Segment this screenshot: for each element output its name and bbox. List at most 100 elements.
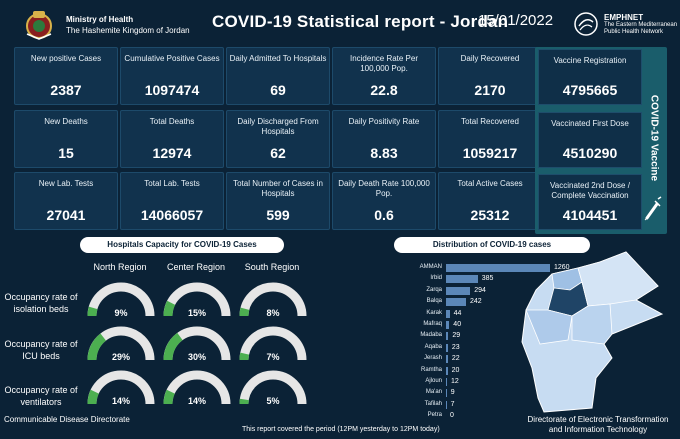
stat-label: Daily Positivity Rate — [348, 117, 420, 126]
bar — [446, 378, 447, 386]
stat-label: New Lab. Tests — [38, 179, 94, 188]
bar-value-label: 1260 — [554, 264, 570, 271]
bar — [446, 332, 449, 341]
gauge-svg — [87, 370, 155, 405]
bar-category-label: Balqa — [426, 298, 442, 305]
distribution-title: Distribution of COVID-19 cases — [394, 237, 590, 253]
bar-category-label: Ramtha — [420, 366, 442, 373]
emphnet-logo-icon — [574, 12, 598, 36]
stat-card-total-recovered: Total Recovered 1059217 — [438, 110, 542, 168]
gauge-percent: 8% — [266, 308, 280, 318]
stat-value: 1097474 — [144, 82, 200, 98]
bar-category-label: AMMAN — [419, 264, 442, 270]
gauge-icu-south: 7% — [238, 322, 308, 364]
jordan-map-icon — [521, 251, 664, 413]
vaccine-panel: Vaccine Registration 4795665 Vaccinated … — [535, 47, 667, 234]
bar — [446, 309, 450, 318]
gauge-percent: 29% — [111, 352, 130, 362]
gauge-ventilators-center: 14% — [162, 366, 232, 408]
bar-category-label: Madaba — [420, 332, 442, 339]
bar-value-label: 23 — [451, 343, 460, 351]
gauge-icu-north: 29% — [86, 322, 156, 364]
stat-value: 22.8 — [370, 82, 398, 98]
stat-value: 2387 — [50, 82, 82, 98]
bar-category-label: Ajloun — [425, 378, 442, 384]
page-title: COVID-19 Statistical report - Jordan — [212, 12, 509, 31]
gauge-track — [239, 282, 307, 317]
gauge-svg — [239, 282, 307, 317]
stat-label: Daily Death Rate 100,000 Pop. — [338, 179, 430, 198]
bar-row-ajloun: Ajloun 12 — [396, 377, 566, 388]
gauge-svg — [163, 370, 231, 405]
stat-value: 69 — [270, 82, 286, 98]
bar-row-maan: Ma'an 9 — [396, 388, 566, 399]
bar-value-label: 242 — [469, 298, 482, 306]
bar-row-mafraq: Mafraq 40 — [396, 320, 566, 331]
row-label-ventilators: Occupancy rate of ventilators — [4, 385, 78, 407]
stat-card-daily-recovered: Daily Recovered 2170 — [438, 47, 542, 105]
stat-card-active-cases: Total Active Cases 25312 — [438, 172, 542, 230]
vaccine-value: 4104451 — [562, 207, 618, 223]
footer-directorate-left: Communicable Disease Directorate — [4, 415, 130, 424]
footer-right-line1: Directorate of Electronic Transformation — [527, 415, 669, 424]
stat-card-daily-discharged: Daily Discharged From Hospitals 62 — [226, 110, 330, 168]
gauge-ventilators-south: 5% — [238, 366, 308, 408]
stat-label: New Deaths — [44, 117, 88, 126]
stat-value: 0.6 — [374, 207, 394, 223]
stat-card-total-deaths: Total Deaths 12974 — [120, 110, 224, 168]
bar-value-label: 0 — [450, 412, 454, 420]
stat-card-new-positive: New positive Cases 2387 — [14, 47, 118, 105]
gauge-fill — [87, 306, 98, 317]
bar-row-jerash: Jerash 22 — [396, 354, 566, 365]
stat-label: Total Number of Cases in Hospitals — [233, 179, 323, 198]
stat-value: 2170 — [474, 82, 506, 98]
gauge-svg — [87, 326, 155, 361]
bar — [446, 389, 447, 398]
bar-category-label: Zarqa — [426, 286, 442, 293]
gauge-track — [87, 282, 155, 317]
gauge-fill — [163, 389, 175, 405]
gauge-fill — [87, 389, 99, 405]
footer-period-note: This report covered the period (12PM yes… — [242, 426, 440, 433]
emphnet-text: EMPHNET The Eastern Mediterranean Public… — [604, 13, 677, 36]
bar-row-karak: Karak 44 — [396, 309, 566, 320]
stat-card-total-lab-tests: Total Lab. Tests 14066057 — [120, 172, 224, 230]
ministry-line1: Ministry of Health — [66, 15, 134, 24]
gauge-percent: 14% — [111, 396, 130, 406]
stat-value: 599 — [266, 207, 290, 223]
stat-card-death-rate: Daily Death Rate 100,000 Pop. 0.6 — [332, 172, 436, 230]
stat-value: 1059217 — [462, 145, 518, 161]
bar-row-madaba: Madaba 29 — [396, 331, 566, 342]
emphnet-line2: Public Health Network — [604, 29, 664, 35]
gauge-icu-center: 30% — [162, 322, 232, 364]
vaccine-value: 4795665 — [562, 82, 618, 98]
report-date: 15/01/2022 — [478, 12, 554, 29]
gauge-percent: 30% — [187, 352, 206, 362]
bar — [446, 321, 450, 329]
bar-value-label: 20 — [451, 366, 460, 374]
ministry-name: Ministry of Health The Hashemite Kingdom… — [66, 14, 190, 36]
report-header: Ministry of Health The Hashemite Kingdom… — [0, 0, 680, 48]
bar-value-label: 9 — [450, 389, 455, 397]
stat-label: Cumulative Positive Cases — [124, 54, 220, 63]
bar-value-label: 29 — [452, 332, 461, 340]
gauge-fill — [239, 352, 250, 361]
bar-category-label: Karak — [426, 309, 442, 316]
bar-category-label: Irbid — [430, 275, 442, 282]
stat-value: 8.83 — [370, 145, 398, 161]
region-center: Center Region — [166, 262, 226, 272]
emphnet-name: EMPHNET — [604, 13, 644, 22]
emphnet-line1: The Eastern Mediterranean — [604, 22, 678, 28]
stat-label: Total Deaths — [149, 117, 195, 126]
vaccine-label: Vaccinated First Dose — [551, 119, 629, 128]
bar-value-label: 12 — [450, 378, 459, 385]
gauge-fill — [87, 333, 107, 361]
gauge-isolation-north: 9% — [86, 278, 156, 320]
vaccine-label: Vaccinated 2nd Dose / Complete Vaccinati… — [550, 181, 630, 200]
gauge-track — [239, 370, 307, 405]
bar-row-balqa: Balqa 242 — [396, 297, 566, 308]
stat-card-cases-in-hospitals: Total Number of Cases in Hospitals 599 — [226, 172, 330, 230]
vaccine-vertical-label: COVID-19 Vaccine — [641, 83, 667, 193]
bar — [446, 275, 478, 284]
bar-value-label: 294 — [474, 286, 486, 294]
